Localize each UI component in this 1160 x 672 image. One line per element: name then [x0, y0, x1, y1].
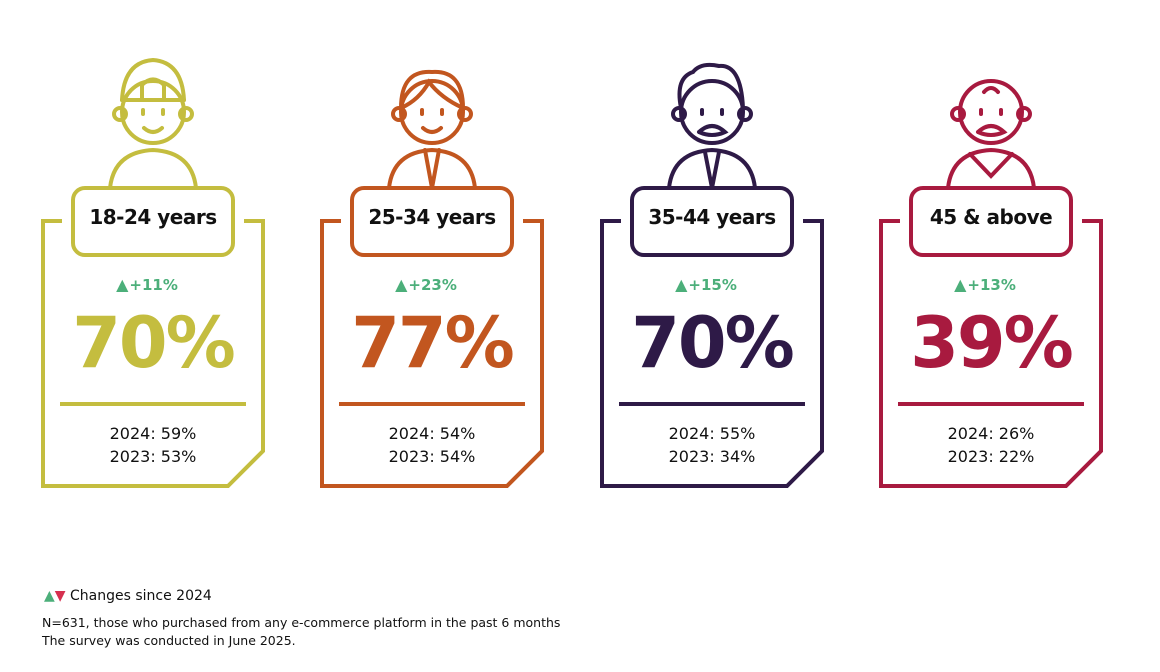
young-man-cap-icon — [108, 57, 198, 190]
label-box — [350, 186, 514, 257]
change-value: +23% — [408, 276, 457, 294]
age-group-label: 45 & above — [929, 205, 1053, 229]
label-box — [71, 186, 235, 257]
age-group-card: 35-44 years ▲+15% 70% 2024: 55% 2023: 34… — [600, 0, 831, 500]
up-triangle-icon: ▲ — [116, 275, 129, 294]
value-2024: 2024: 55% — [668, 424, 756, 443]
change-value: +13% — [967, 276, 1016, 294]
change-indicator: ▲+15% — [601, 275, 811, 294]
card-frame — [41, 219, 265, 488]
up-triangle-icon: ▲ — [44, 588, 55, 604]
card-frame — [879, 219, 1103, 488]
legend-label: Changes since 2024 — [70, 588, 212, 604]
label-box — [630, 186, 794, 257]
label-box — [909, 186, 1073, 257]
main-percentage: 77% — [351, 302, 515, 384]
age-group-label: 25-34 years — [368, 205, 496, 229]
card-frame — [320, 219, 544, 488]
age-group-label: 35-44 years — [648, 205, 776, 229]
down-triangle-icon: ▼ — [54, 588, 66, 604]
age-group-label: 18-24 years — [89, 205, 217, 229]
age-group-card: 25-34 years ▲+23% 77% 2024: 54% 2023: 54… — [320, 0, 551, 500]
value-2024: 2024: 59% — [109, 424, 197, 443]
age-group-card: 45 & above ▲+13% 39% 2024: 26% 2023: 22% — [879, 0, 1110, 500]
main-percentage: 70% — [631, 302, 795, 384]
change-value: +11% — [129, 276, 178, 294]
survey-note: The survey was conducted in June 2025. — [42, 633, 296, 648]
up-triangle-icon: ▲ — [954, 275, 967, 294]
value-2024: 2024: 54% — [388, 424, 476, 443]
man-mustache-icon — [667, 62, 757, 190]
change-indicator: ▲+11% — [42, 275, 252, 294]
main-percentage: 39% — [910, 302, 1074, 384]
card-graphic — [41, 57, 265, 488]
value-2024: 2024: 26% — [947, 424, 1035, 443]
card-graphic — [320, 69, 544, 488]
man-icon — [387, 69, 477, 190]
change-indicator: ▲+13% — [880, 275, 1090, 294]
card-frame — [600, 219, 824, 488]
old-man-icon — [946, 79, 1036, 190]
change-indicator: ▲+23% — [321, 275, 531, 294]
value-2023: 2023: 34% — [668, 447, 756, 466]
value-2023: 2023: 53% — [109, 447, 197, 466]
card-graphic — [879, 79, 1103, 488]
legend: ▲▼ Changes since 2024 — [44, 588, 212, 604]
change-value: +15% — [688, 276, 737, 294]
value-2023: 2023: 22% — [947, 447, 1035, 466]
up-triangle-icon: ▲ — [675, 275, 688, 294]
sample-note: N=631, those who purchased from any e-co… — [42, 615, 561, 630]
main-percentage: 70% — [72, 302, 236, 384]
age-group-card: 18-24 years ▲+11% 70% 2024: 59% 2023: 53… — [41, 0, 272, 500]
card-graphic — [600, 62, 824, 488]
value-2023: 2023: 54% — [388, 447, 476, 466]
up-triangle-icon: ▲ — [395, 275, 408, 294]
